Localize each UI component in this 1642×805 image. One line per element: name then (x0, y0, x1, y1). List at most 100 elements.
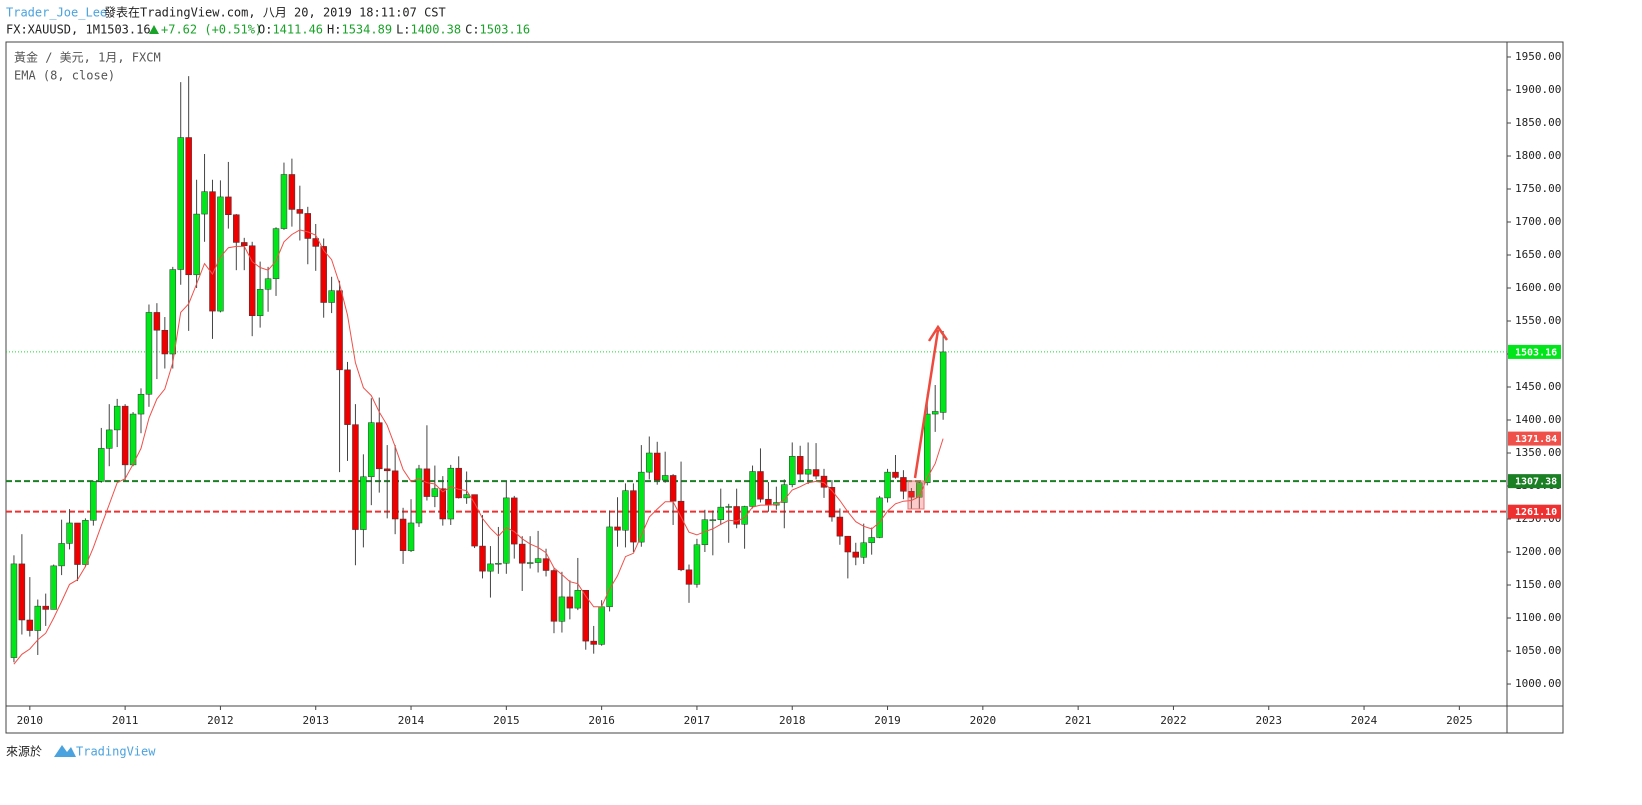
candle-body (344, 369, 351, 425)
candle-body (630, 490, 637, 543)
candle-body (646, 452, 653, 473)
candle-body (463, 494, 470, 499)
candle-body (280, 174, 288, 229)
candle-body (542, 558, 550, 571)
ohlc-value: 1534.89 (341, 23, 392, 37)
candle-body (717, 506, 724, 520)
candle-body (781, 484, 788, 503)
candle-body (812, 469, 820, 477)
candle-body (98, 448, 105, 482)
y-tick-label: 1450.00 (1515, 380, 1561, 393)
ohlc-value: 1400.38 (411, 23, 462, 37)
ohlc-label: L: (396, 23, 410, 37)
candle-body (924, 413, 931, 483)
candle-body (288, 174, 296, 210)
candle-body (884, 471, 891, 499)
price-label-box (1508, 431, 1561, 446)
change: +7.62 (+0.51%) (161, 23, 262, 37)
candle-body (820, 475, 828, 488)
candle-body (407, 522, 415, 551)
candle-body (391, 470, 399, 520)
candle-body (526, 562, 534, 564)
candle-body (876, 497, 883, 538)
x-tick-label: 2016 (588, 714, 615, 727)
y-tick-label: 1400.00 (1515, 413, 1561, 426)
annotation-arrow (913, 329, 940, 479)
candle-body (661, 475, 669, 481)
candle-body (50, 565, 57, 610)
ohlc-value: 1411.46 (272, 23, 323, 37)
brand[interactable]: TradingView (76, 745, 156, 759)
candle-body (511, 497, 518, 545)
x-tick-label: 2019 (874, 714, 901, 727)
candle-body (638, 471, 645, 543)
candle-body (256, 289, 264, 316)
x-tick-label: 2018 (779, 714, 806, 727)
y-tick-label: 1350.00 (1515, 446, 1561, 459)
candle-body (296, 209, 304, 214)
ohlc-label: C: (465, 23, 479, 37)
candle-body (574, 590, 582, 609)
ohlc-legend: O: 1411.46 H: 1534.89 L: 1400.38 C: 1503.16 (258, 23, 530, 37)
x-tick-label: 2022 (1160, 714, 1187, 727)
chart-title: 黃金 / 美元, 1月, FXCM (14, 50, 161, 65)
candle-body (399, 518, 407, 551)
candle-body (828, 487, 836, 518)
candle-body (383, 468, 391, 472)
candle-body (836, 516, 844, 537)
candle-body (550, 570, 558, 622)
author[interactable]: Trader_Joe_Lee (6, 6, 107, 20)
candle-body (121, 405, 129, 466)
x-tick-label: 2021 (1065, 714, 1092, 727)
annotation-arrowhead (927, 324, 949, 342)
candle-body (18, 563, 26, 621)
x-tick-label: 2017 (684, 714, 711, 727)
candle-body (177, 137, 184, 270)
candle-body (796, 456, 804, 475)
x-tick-label: 2010 (17, 714, 44, 727)
candle-body (701, 519, 709, 546)
y-tick-label: 1150.00 (1515, 578, 1561, 591)
candle-body (773, 502, 780, 506)
candle-body (241, 242, 248, 247)
highlight-box (907, 480, 925, 510)
y-tick-label: 1000.00 (1515, 677, 1561, 690)
candle-body (725, 506, 732, 508)
source-label: 來源於 (6, 744, 42, 759)
ohlc-value: 1503.16 (480, 23, 531, 37)
x-tick-label: 2024 (1351, 714, 1378, 727)
up-arrow-icon (149, 25, 159, 34)
candle-body (58, 543, 65, 567)
candle-body (169, 269, 177, 355)
y-tick-label: 1200.00 (1515, 545, 1561, 558)
candle-body (447, 467, 454, 520)
candle-body (431, 488, 439, 497)
candle-body (479, 545, 486, 572)
tradingview-logo[interactable] (54, 745, 76, 757)
candle-body (677, 500, 685, 571)
y-tick-label: 1950.00 (1515, 50, 1561, 63)
candle-body (598, 606, 605, 645)
y-tick-label: 1800.00 (1515, 149, 1561, 162)
candle-body (653, 452, 661, 481)
candle-body (113, 405, 121, 431)
candle-body (145, 312, 153, 395)
candle-body (852, 551, 860, 558)
candle-body (614, 526, 621, 531)
candle-body (233, 214, 240, 243)
candle-body (931, 411, 939, 415)
candle-body (844, 535, 852, 553)
x-tick-label: 2013 (302, 714, 329, 727)
candle-body (741, 506, 748, 525)
candle-body (789, 456, 796, 485)
y-tick-label: 1750.00 (1515, 182, 1561, 195)
candle-body (26, 619, 34, 631)
x-tick-label: 2025 (1446, 714, 1473, 727)
price-label-box (1508, 344, 1561, 359)
candle-body (82, 520, 89, 565)
candle-body (939, 351, 947, 413)
price-label-box (1508, 474, 1561, 489)
price-label-box (1508, 504, 1561, 519)
candle-body (582, 590, 589, 642)
candle-body (34, 605, 41, 631)
